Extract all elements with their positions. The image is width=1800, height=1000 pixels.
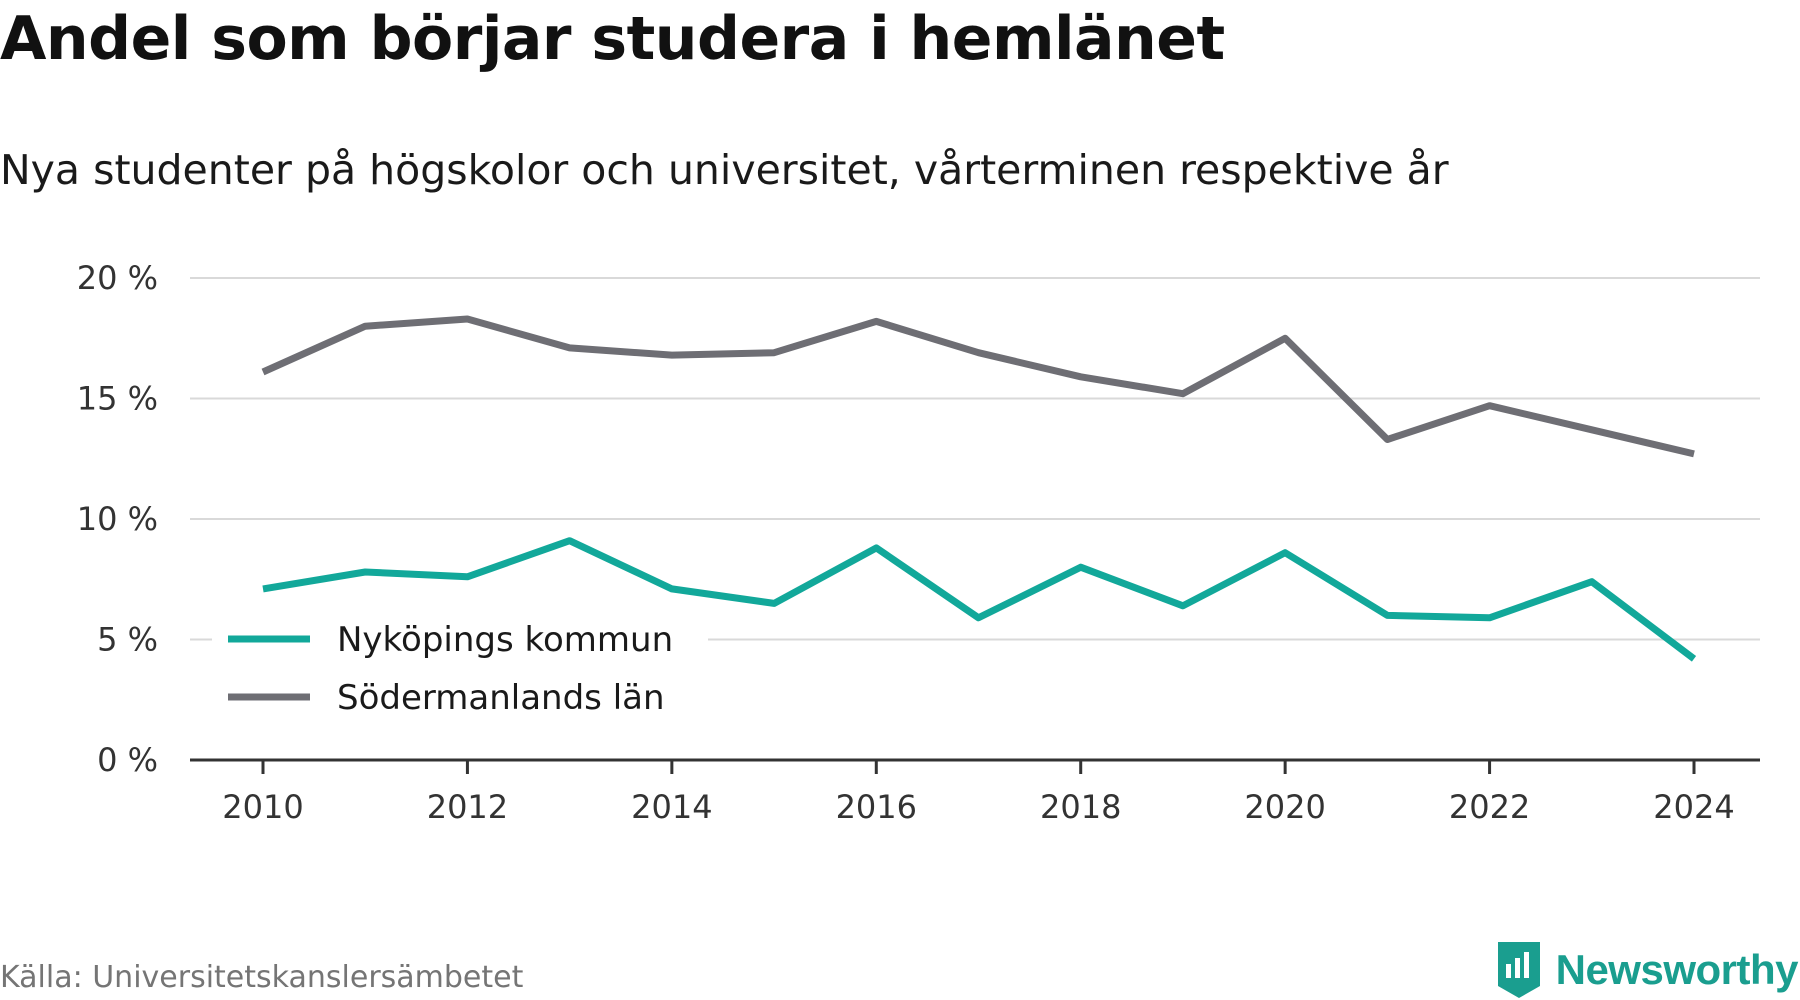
brand-logo: Newsworthy — [1494, 940, 1799, 1000]
x-axis: 2010 2012 2014 2016 2018 2020 2022 2024 — [190, 758, 1760, 826]
y-tick-label: 10 % — [77, 500, 158, 538]
y-tick-label: 15 % — [77, 380, 158, 418]
legend-label: Södermanlands län — [337, 678, 665, 718]
legend: Nyköpings kommun Södermanlands län — [212, 606, 708, 730]
series-lines — [261, 315, 1697, 662]
x-tick-label: 2022 — [1449, 788, 1530, 826]
y-tick-label: 5 % — [97, 621, 158, 659]
series-line-sodermanland — [261, 315, 1695, 458]
x-tick-label: 2018 — [1040, 788, 1121, 826]
newsworthy-logo-icon — [1497, 942, 1540, 998]
legend-background — [212, 606, 708, 730]
x-tick-label: 2020 — [1244, 788, 1325, 826]
brand-name: Newsworthy — [1555, 946, 1799, 993]
y-axis-ticks: 0 % 5 % 10 % 15 % 20 % — [77, 259, 158, 779]
legend-label: Nyköpings kommun — [337, 620, 673, 660]
y-tick-label: 0 % — [97, 741, 158, 779]
source-note: Källa: Universitetskanslersämbetet — [0, 960, 524, 995]
series-line-nykoping — [262, 537, 1697, 662]
x-tick-label: 2016 — [836, 788, 917, 826]
x-tick-label: 2014 — [631, 788, 712, 826]
chart-subtitle: Nya studenter på högskolor och universit… — [0, 146, 1449, 194]
gridlines — [190, 277, 1760, 641]
x-tick-label: 2024 — [1653, 788, 1734, 826]
chart-title: Andel som börjar studera i hemlänet — [0, 4, 1225, 74]
x-tick-label: 2010 — [222, 788, 303, 826]
x-tick-label: 2012 — [427, 788, 508, 826]
y-tick-label: 20 % — [77, 259, 158, 297]
